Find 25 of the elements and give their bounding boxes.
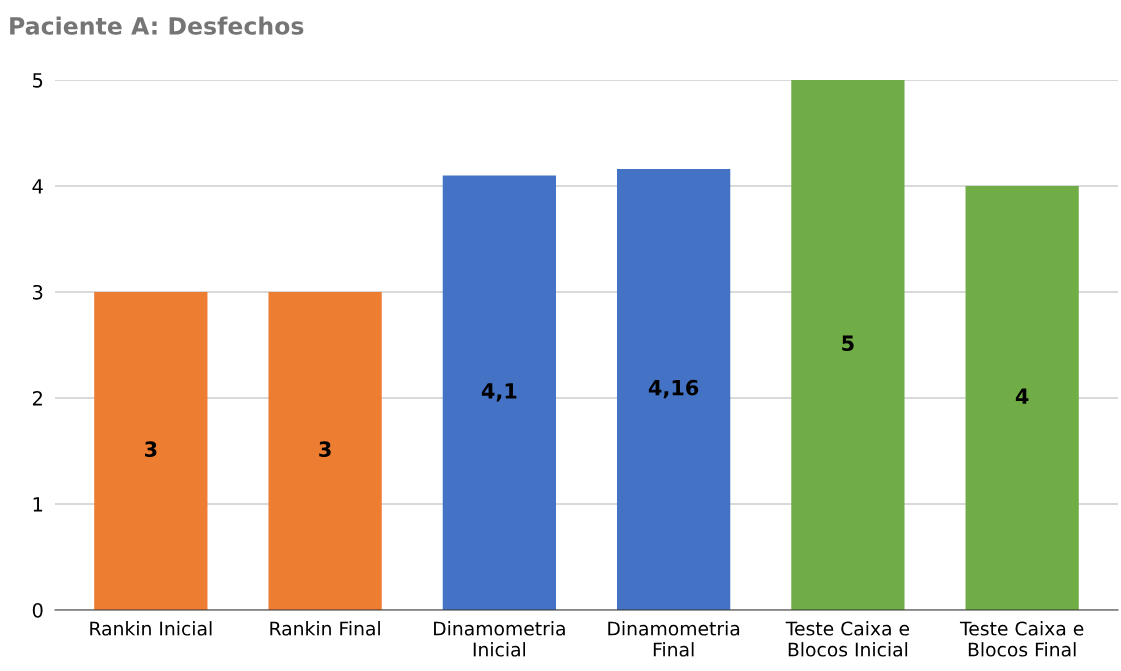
chart-title: Paciente A: Desfechos xyxy=(10,16,304,35)
data-label: 4 xyxy=(1015,388,1029,404)
bar xyxy=(791,80,905,610)
data-label: 4,16 xyxy=(648,379,699,399)
x-tick-label: Rankin Final xyxy=(270,621,380,636)
y-tick-label: 4 xyxy=(32,179,43,194)
data-label: 3 xyxy=(144,441,157,458)
bar xyxy=(94,292,208,610)
x-tick-label: Rankin Inicial xyxy=(90,621,212,636)
bar xyxy=(268,292,382,610)
bar xyxy=(965,186,1079,610)
data-label: 5 xyxy=(842,335,854,352)
y-tick-label: 0 xyxy=(32,602,43,618)
x-tick-label: Teste Caixa e Blocos Inicial xyxy=(785,621,910,657)
bar xyxy=(617,169,731,610)
y-tick-label: 3 xyxy=(33,284,43,300)
x-tick-label: Teste Caixa e Blocos Final xyxy=(959,621,1084,657)
data-label: 3 xyxy=(319,441,331,458)
bar xyxy=(442,175,556,610)
x-tick-label: Dinamometria Final xyxy=(608,621,740,657)
x-tick-label: Dinamometria Inicial xyxy=(434,621,565,657)
y-tick-label: 2 xyxy=(32,390,42,406)
y-tick-label: 5 xyxy=(33,73,43,88)
y-tick-label: 1 xyxy=(33,497,43,512)
data-label: 4,1 xyxy=(481,383,517,402)
